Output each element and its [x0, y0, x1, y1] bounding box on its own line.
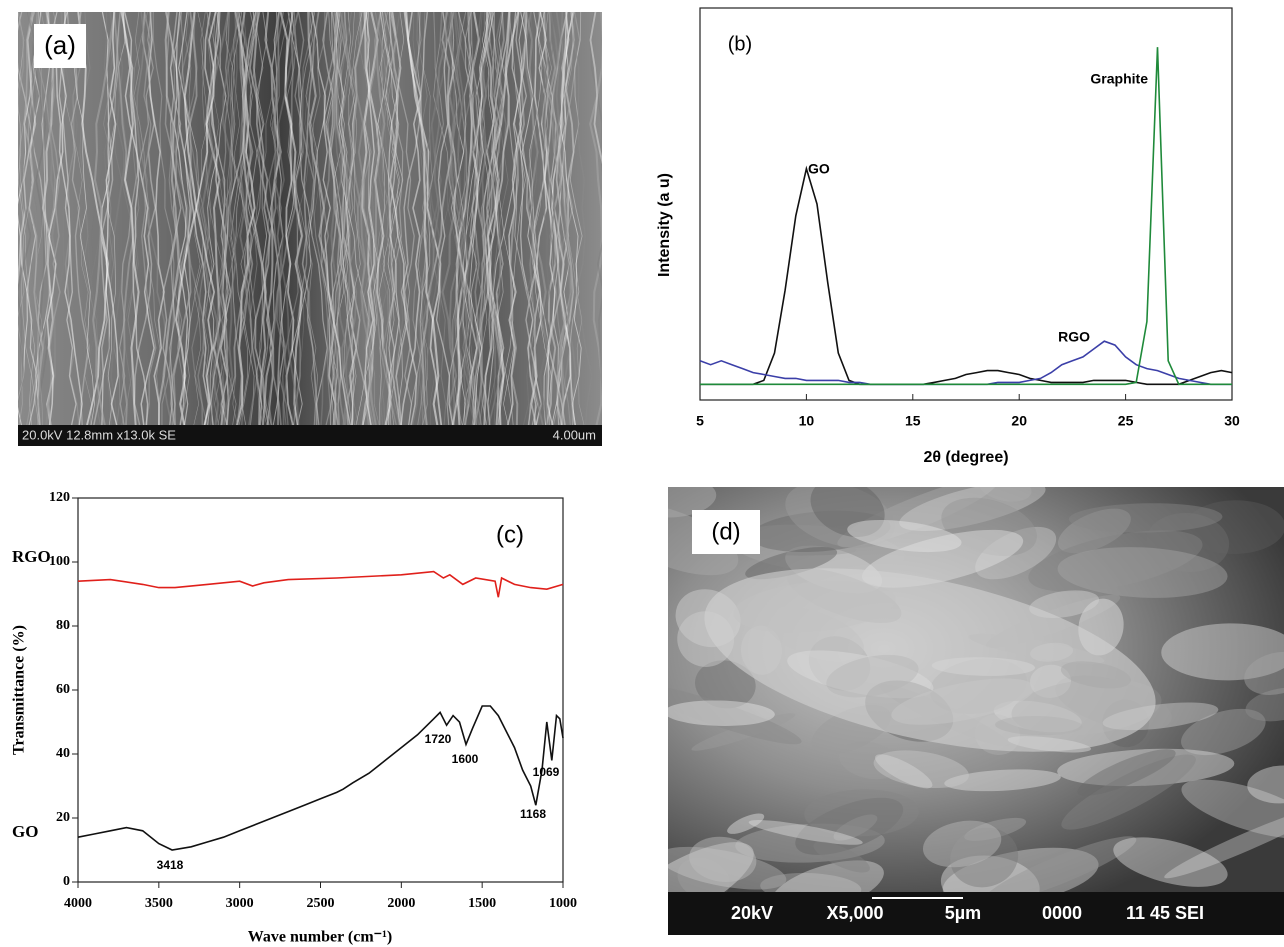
x-tick-label: 2500: [307, 896, 335, 911]
series-label: Graphite: [1090, 71, 1148, 87]
y-tick-label: 80: [56, 618, 70, 633]
y-tick-label: 60: [56, 682, 70, 697]
x-tick-label: 15: [905, 413, 921, 429]
sem-id: 0000: [1042, 903, 1082, 923]
data-line: [700, 341, 1232, 384]
x-tick-label: 1000: [549, 896, 577, 911]
peak-label: 1168: [520, 807, 546, 821]
sem-scale: 4.00um: [553, 427, 596, 442]
peak-label: 3418: [157, 858, 184, 872]
x-tick-label: 4000: [64, 896, 92, 911]
sem-scale: 5µm: [945, 903, 981, 923]
x-tick-label: 10: [799, 413, 815, 429]
x-tick-label: 20: [1011, 413, 1027, 429]
x-tick-label: 5: [696, 413, 704, 429]
series-label: GO: [808, 161, 830, 177]
y-tick-label: 40: [56, 746, 70, 761]
x-tick-label: 25: [1118, 413, 1134, 429]
y-tick-label: 0: [63, 874, 70, 889]
series-label: RGO: [1058, 329, 1090, 345]
x-tick-label: 30: [1224, 413, 1240, 429]
sem-info: 20.0kV 12.8mm x13.0k SE: [22, 427, 176, 442]
figure: (a) 20.0kV 12.8mm x13.0k SE 4.00um (d) 2…: [0, 0, 1284, 947]
sem-info: 11 45 SEI: [1126, 903, 1204, 923]
x-axis-label: 2θ (degree): [923, 449, 1008, 466]
x-tick-label: 3000: [226, 896, 254, 911]
data-line: [78, 706, 563, 850]
data-line: [78, 572, 563, 598]
series-label: GO: [12, 822, 38, 841]
panel-label: (c): [496, 521, 524, 548]
y-axis-label: Intensity (a u): [656, 173, 673, 277]
sem-voltage: 20kV: [731, 903, 773, 923]
x-tick-label: 3500: [145, 896, 173, 911]
data-line: [700, 47, 1232, 384]
peak-label: 1600: [452, 752, 479, 766]
x-tick-label: 2000: [387, 896, 415, 911]
panel-label: (b): [728, 33, 752, 55]
y-tick-label: 20: [56, 810, 70, 825]
peak-label: 1069: [533, 765, 560, 779]
y-axis-label: Transmittance (%): [11, 625, 28, 755]
sem-magnification: X5,000: [826, 903, 883, 923]
panel-label: (a): [44, 30, 76, 60]
page: (a) 20.0kV 12.8mm x13.0k SE 4.00um (d) 2…: [0, 0, 1284, 947]
peak-label: 1720: [425, 732, 452, 746]
y-tick-label: 120: [49, 490, 70, 505]
plot-frame: [78, 498, 563, 882]
panel-label: (d): [711, 518, 740, 545]
y-tick-label: 100: [49, 554, 70, 569]
x-tick-label: 1500: [468, 896, 496, 911]
series-label: RGO: [12, 547, 51, 566]
x-axis-label: Wave number (cm⁻¹): [248, 929, 392, 946]
